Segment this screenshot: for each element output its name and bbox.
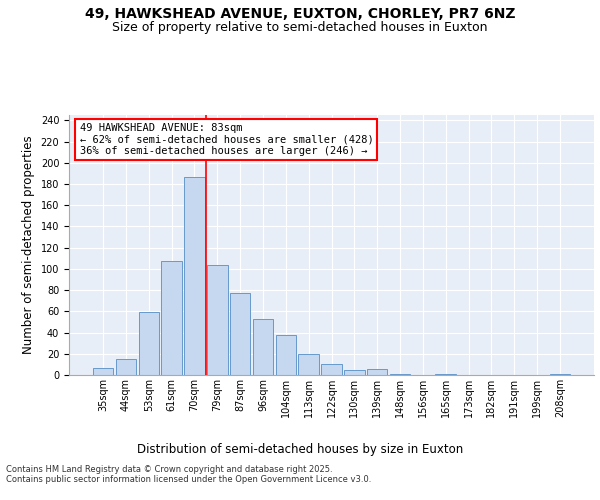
Bar — [93, 368, 113, 375]
Y-axis label: Number of semi-detached properties: Number of semi-detached properties — [22, 136, 35, 354]
Bar — [184, 176, 205, 375]
Bar — [207, 264, 227, 375]
Bar — [550, 374, 570, 375]
Bar — [321, 364, 342, 375]
Text: Contains HM Land Registry data © Crown copyright and database right 2025.
Contai: Contains HM Land Registry data © Crown c… — [6, 465, 371, 484]
Bar — [367, 368, 388, 375]
Text: 49 HAWKSHEAD AVENUE: 83sqm
← 62% of semi-detached houses are smaller (428)
36% o: 49 HAWKSHEAD AVENUE: 83sqm ← 62% of semi… — [79, 123, 373, 156]
Text: Distribution of semi-detached houses by size in Euxton: Distribution of semi-detached houses by … — [137, 442, 463, 456]
Bar — [436, 374, 456, 375]
Bar — [230, 294, 250, 375]
Text: Size of property relative to semi-detached houses in Euxton: Size of property relative to semi-detach… — [112, 21, 488, 34]
Text: 49, HAWKSHEAD AVENUE, EUXTON, CHORLEY, PR7 6NZ: 49, HAWKSHEAD AVENUE, EUXTON, CHORLEY, P… — [85, 8, 515, 22]
Bar — [139, 312, 159, 375]
Bar — [253, 319, 273, 375]
Bar — [344, 370, 365, 375]
Bar — [116, 359, 136, 375]
Bar — [390, 374, 410, 375]
Bar — [298, 354, 319, 375]
Bar — [275, 334, 296, 375]
Bar — [161, 262, 182, 375]
